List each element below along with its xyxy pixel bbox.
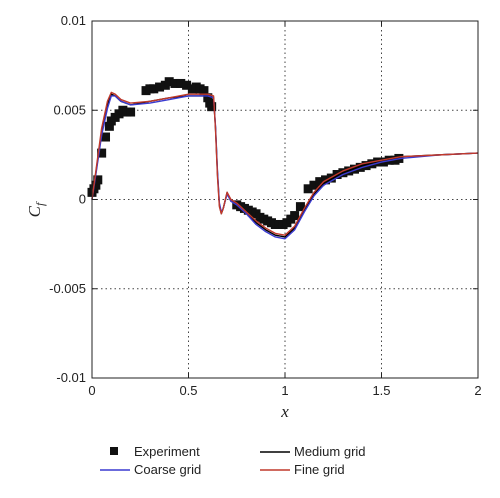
y-tick-label: 0: [79, 192, 86, 207]
experiment-point: [367, 159, 377, 169]
experiment-point: [97, 148, 107, 158]
experiment-series: [87, 77, 404, 229]
y-tick-label: -0.005: [49, 281, 86, 296]
experiment-point: [315, 177, 325, 187]
experiment-point: [203, 93, 213, 103]
experiment-point: [290, 211, 300, 221]
experiment-point: [207, 102, 217, 112]
experiment-point: [126, 107, 136, 117]
y-tick-label: 0.01: [61, 13, 86, 28]
legend-label: Medium grid: [294, 444, 366, 459]
coarse-grid-line: [91, 95, 479, 240]
experiment-point: [155, 82, 165, 92]
y-tick-label: 0.005: [53, 102, 86, 117]
x-tick-label: 2: [474, 383, 481, 398]
legend-label: Fine grid: [294, 462, 345, 477]
legend-label: Coarse grid: [134, 462, 201, 477]
y-tick-label: -0.01: [56, 370, 86, 385]
experiment-point: [182, 80, 192, 90]
experiment-point: [176, 78, 186, 88]
experiment-point: [164, 77, 174, 87]
experiment-point: [199, 86, 209, 96]
y-axis-label: Cf: [25, 201, 47, 217]
legend-item-experiment: Experiment: [110, 444, 200, 459]
experiment-point: [104, 121, 114, 131]
gridlines: [92, 21, 478, 378]
experiment-point: [93, 175, 103, 185]
x-tick-label: 1: [281, 383, 288, 398]
experiment-point: [170, 78, 180, 88]
experiment-point: [295, 202, 305, 212]
legend-item-coarse-grid: Coarse grid: [100, 462, 201, 477]
ticks: 0 0.5 1 1.5 2 -0.01 -0.005 0 0.005 0.01: [49, 13, 481, 398]
series-layer: [87, 77, 479, 240]
legend-item-fine-grid: Fine grid: [260, 462, 345, 477]
x-tick-label: 1.5: [372, 383, 390, 398]
x-axis-label: x: [280, 402, 289, 421]
experiment-point: [149, 84, 159, 94]
legend-label: Experiment: [134, 444, 200, 459]
experiment-point: [309, 180, 319, 190]
x-tick-label: 0.5: [179, 383, 197, 398]
fine-grid-line: [91, 91, 479, 236]
experiment-point: [91, 180, 101, 190]
experiment-point: [101, 132, 111, 142]
legend: Experiment Medium grid Coarse grid Fine gri…: [100, 444, 366, 477]
experiment-point: [303, 184, 313, 194]
legend-marker: [110, 447, 118, 455]
legend-item-medium-grid: Medium grid: [260, 444, 366, 459]
x-tick-label: 0: [88, 383, 95, 398]
plot-frame: [91, 20, 479, 379]
